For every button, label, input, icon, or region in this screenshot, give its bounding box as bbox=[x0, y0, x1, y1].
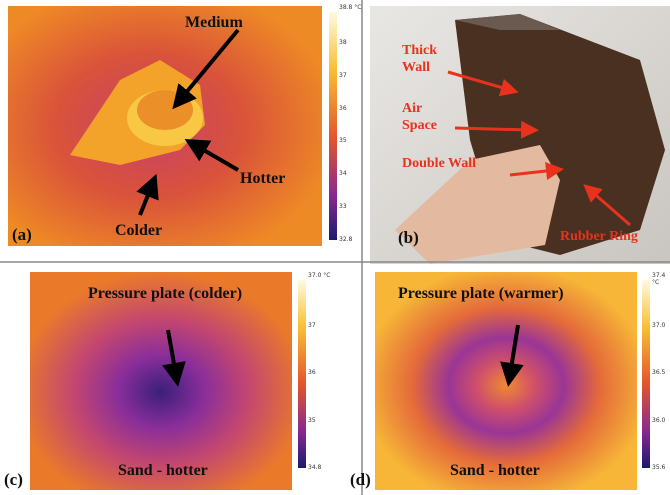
colorbar-label: 37.4 °C bbox=[652, 272, 670, 286]
colorbar-label: 36.5 bbox=[652, 369, 665, 376]
colorbar-label: 36 bbox=[339, 105, 347, 112]
thermal-image bbox=[30, 272, 292, 490]
panel-label: (a) bbox=[12, 225, 32, 245]
colorbar-label: 38.8 °C bbox=[339, 4, 361, 11]
annotation: Air Space bbox=[402, 100, 446, 134]
annotation: Sand - hotter bbox=[450, 462, 540, 480]
colorbar-label: 37 bbox=[339, 72, 347, 79]
annotation: Hotter bbox=[240, 170, 285, 188]
figure: (a) Medium Hotter Colder (b) Thick Wall … bbox=[0, 0, 670, 495]
colorbar-label: 33 bbox=[339, 203, 347, 210]
colorbar-label: 35.6 bbox=[652, 464, 665, 471]
colorbar-label: 37.0 °C bbox=[308, 272, 330, 279]
colorbar bbox=[642, 280, 650, 468]
annotation: Rubber Ring bbox=[560, 228, 638, 245]
colorbar-label: 32.8 bbox=[339, 236, 352, 243]
panel-label: (d) bbox=[350, 470, 371, 490]
panel-label: (b) bbox=[398, 228, 419, 248]
colorbar-label: 37 bbox=[308, 322, 316, 329]
panel-label: (c) bbox=[4, 470, 23, 490]
thermal-image bbox=[375, 272, 637, 490]
colorbar-label: 37.0 bbox=[652, 322, 665, 329]
colorbar-label: 38 bbox=[339, 39, 347, 46]
annotation: Sand - hotter bbox=[118, 462, 208, 480]
annotation: Pressure plate (colder) bbox=[88, 285, 242, 303]
arrow bbox=[455, 128, 530, 130]
colorbar-label: 35 bbox=[308, 417, 316, 424]
annotation: Pressure plate (warmer) bbox=[398, 285, 564, 303]
colorbar bbox=[329, 12, 337, 240]
colorbar-label: 34 bbox=[339, 170, 347, 177]
colorbar-label: 34.8 bbox=[308, 464, 321, 471]
colorbar-label: 36 bbox=[308, 369, 316, 376]
annotation: Colder bbox=[115, 222, 162, 240]
annotation: Double Wall bbox=[402, 155, 476, 172]
colorbar-label: 36.0 bbox=[652, 417, 665, 424]
annotation: Thick Wall bbox=[402, 42, 446, 76]
colorbar bbox=[298, 280, 306, 468]
figure-graphics bbox=[0, 0, 670, 495]
annotation: Medium bbox=[185, 14, 243, 32]
colorbar-label: 35 bbox=[339, 137, 347, 144]
